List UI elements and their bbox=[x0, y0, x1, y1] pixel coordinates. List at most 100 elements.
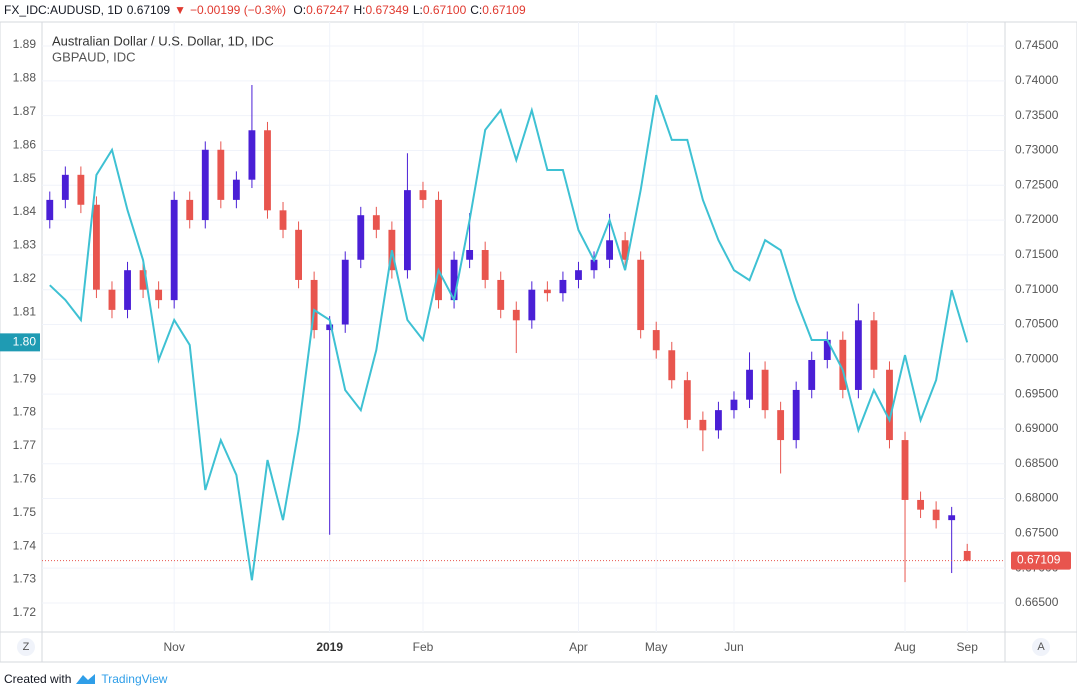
y-tick-label: 1.82 bbox=[13, 271, 37, 285]
candle-body bbox=[854, 320, 862, 390]
candle-body bbox=[388, 229, 396, 271]
candle-body bbox=[124, 270, 131, 310]
ohlc-key: C: bbox=[470, 3, 483, 17]
candle-body bbox=[217, 149, 225, 200]
y2-tick-label: 0.69000 bbox=[1015, 421, 1059, 435]
y2-tick-label: 0.66500 bbox=[1015, 595, 1059, 609]
candle-body bbox=[248, 130, 256, 180]
candle-body bbox=[777, 410, 785, 441]
candle-body bbox=[481, 250, 489, 280]
y2-tick-label: 0.72500 bbox=[1015, 177, 1059, 191]
candle-body bbox=[917, 499, 924, 510]
candle-body bbox=[839, 339, 847, 390]
y-tick-label: 1.89 bbox=[13, 37, 37, 51]
y-tick-label: 1.81 bbox=[13, 304, 37, 318]
y-tick-label: 1.87 bbox=[13, 104, 37, 118]
y-tick-label: 1.86 bbox=[13, 137, 37, 151]
candle-body bbox=[730, 399, 738, 411]
candle-body bbox=[341, 259, 349, 325]
x-tick-label: May bbox=[645, 640, 668, 654]
candle-body bbox=[886, 369, 893, 441]
logo-shape bbox=[76, 674, 96, 684]
last-price-label: 0.67109 bbox=[1017, 553, 1061, 567]
candle-body bbox=[808, 360, 816, 390]
candle-body bbox=[606, 240, 613, 260]
candle-body bbox=[450, 259, 458, 301]
candle-body bbox=[761, 369, 769, 411]
candle-body bbox=[264, 130, 271, 211]
y-tick-label: 1.75 bbox=[13, 505, 37, 519]
ohlc-value: 0.67247 bbox=[306, 3, 350, 17]
y-tick-label: 1.83 bbox=[13, 238, 37, 252]
y2-tick-label: 0.67500 bbox=[1015, 526, 1059, 540]
candle-body bbox=[528, 289, 536, 321]
auto-scale-button-label[interactable]: A bbox=[1037, 641, 1045, 653]
ohlc: O:0.67247 H:0.67349 L:0.67100 C:0.67109 bbox=[293, 3, 529, 17]
last-value-box bbox=[0, 333, 40, 352]
candle-body bbox=[295, 229, 302, 280]
candle-body bbox=[870, 320, 878, 370]
candle-body bbox=[201, 149, 209, 221]
price: 0.67109 bbox=[126, 3, 171, 17]
candle-body bbox=[575, 270, 582, 280]
ohlc-key: L: bbox=[412, 3, 423, 17]
candle-body bbox=[652, 330, 660, 351]
last-value-label: 1.80 bbox=[13, 335, 37, 349]
chart-frame bbox=[0, 21, 1077, 663]
y2-tick-label: 0.73000 bbox=[1015, 143, 1059, 157]
y-tick-label: 1.88 bbox=[13, 71, 37, 85]
candle-body bbox=[901, 440, 909, 500]
candle-body bbox=[357, 215, 365, 260]
y-tick-label: 1.73 bbox=[13, 572, 37, 586]
symbol: FX_IDC:AUDUSD, 1D bbox=[4, 3, 123, 17]
marks bbox=[42, 85, 1005, 583]
y-tick-label: 1.79 bbox=[13, 371, 37, 385]
y-tick-label: 1.84 bbox=[13, 204, 37, 218]
candle-body bbox=[186, 199, 194, 221]
y2-tick-label: 0.73500 bbox=[1015, 108, 1059, 122]
auto-scale-button[interactable] bbox=[1032, 638, 1050, 656]
created-with: Created with bbox=[4, 672, 72, 686]
y2-tick-label: 0.71500 bbox=[1015, 247, 1059, 261]
x-tick-label: Sep bbox=[957, 640, 979, 654]
candle-body bbox=[155, 289, 163, 301]
candle-body bbox=[404, 190, 411, 271]
candle-body bbox=[108, 289, 116, 310]
y2-tick-label: 0.74000 bbox=[1015, 73, 1059, 87]
candle-body bbox=[637, 259, 645, 331]
y-tick-label: 1.76 bbox=[13, 472, 37, 486]
line-series bbox=[49, 94, 969, 581]
left-scale-button-label[interactable]: Z bbox=[23, 641, 30, 653]
y2-tick-label: 0.72000 bbox=[1015, 212, 1059, 226]
brand: TradingView bbox=[101, 672, 168, 686]
candle-body bbox=[715, 410, 722, 431]
y2-tick-label: 0.68000 bbox=[1015, 491, 1059, 505]
candle-body bbox=[699, 419, 707, 431]
ohlc-key: O: bbox=[293, 3, 307, 17]
y-tick-label: 1.77 bbox=[13, 438, 37, 452]
change-arrow: ▼ bbox=[174, 3, 186, 17]
candle-body bbox=[232, 179, 240, 200]
candle-body bbox=[170, 199, 178, 301]
candle-body bbox=[139, 270, 147, 290]
candle-body bbox=[279, 210, 287, 230]
candle-body bbox=[683, 380, 691, 420]
candle-body bbox=[372, 215, 380, 230]
ohlc-value: 0.67349 bbox=[365, 3, 409, 17]
y2-tick-label: 0.71000 bbox=[1015, 282, 1059, 296]
candle-body bbox=[326, 324, 334, 331]
candle-body bbox=[963, 550, 971, 561]
last-price-box bbox=[1011, 551, 1071, 570]
candle-body bbox=[466, 250, 474, 260]
y-tick-label: 1.72 bbox=[13, 605, 37, 619]
change: −0.00199 (−0.3%) bbox=[189, 3, 287, 17]
legend-main: Australian Dollar / U.S. Dollar, 1D, IDC bbox=[52, 33, 274, 48]
candle-body bbox=[497, 279, 505, 310]
left-scale-button[interactable] bbox=[17, 638, 35, 656]
candle-body bbox=[668, 350, 676, 381]
logo bbox=[76, 674, 96, 684]
y2-tick-label: 0.74500 bbox=[1015, 38, 1059, 52]
x-tick-label: Aug bbox=[894, 640, 915, 654]
y-tick-label: 1.74 bbox=[13, 538, 37, 552]
